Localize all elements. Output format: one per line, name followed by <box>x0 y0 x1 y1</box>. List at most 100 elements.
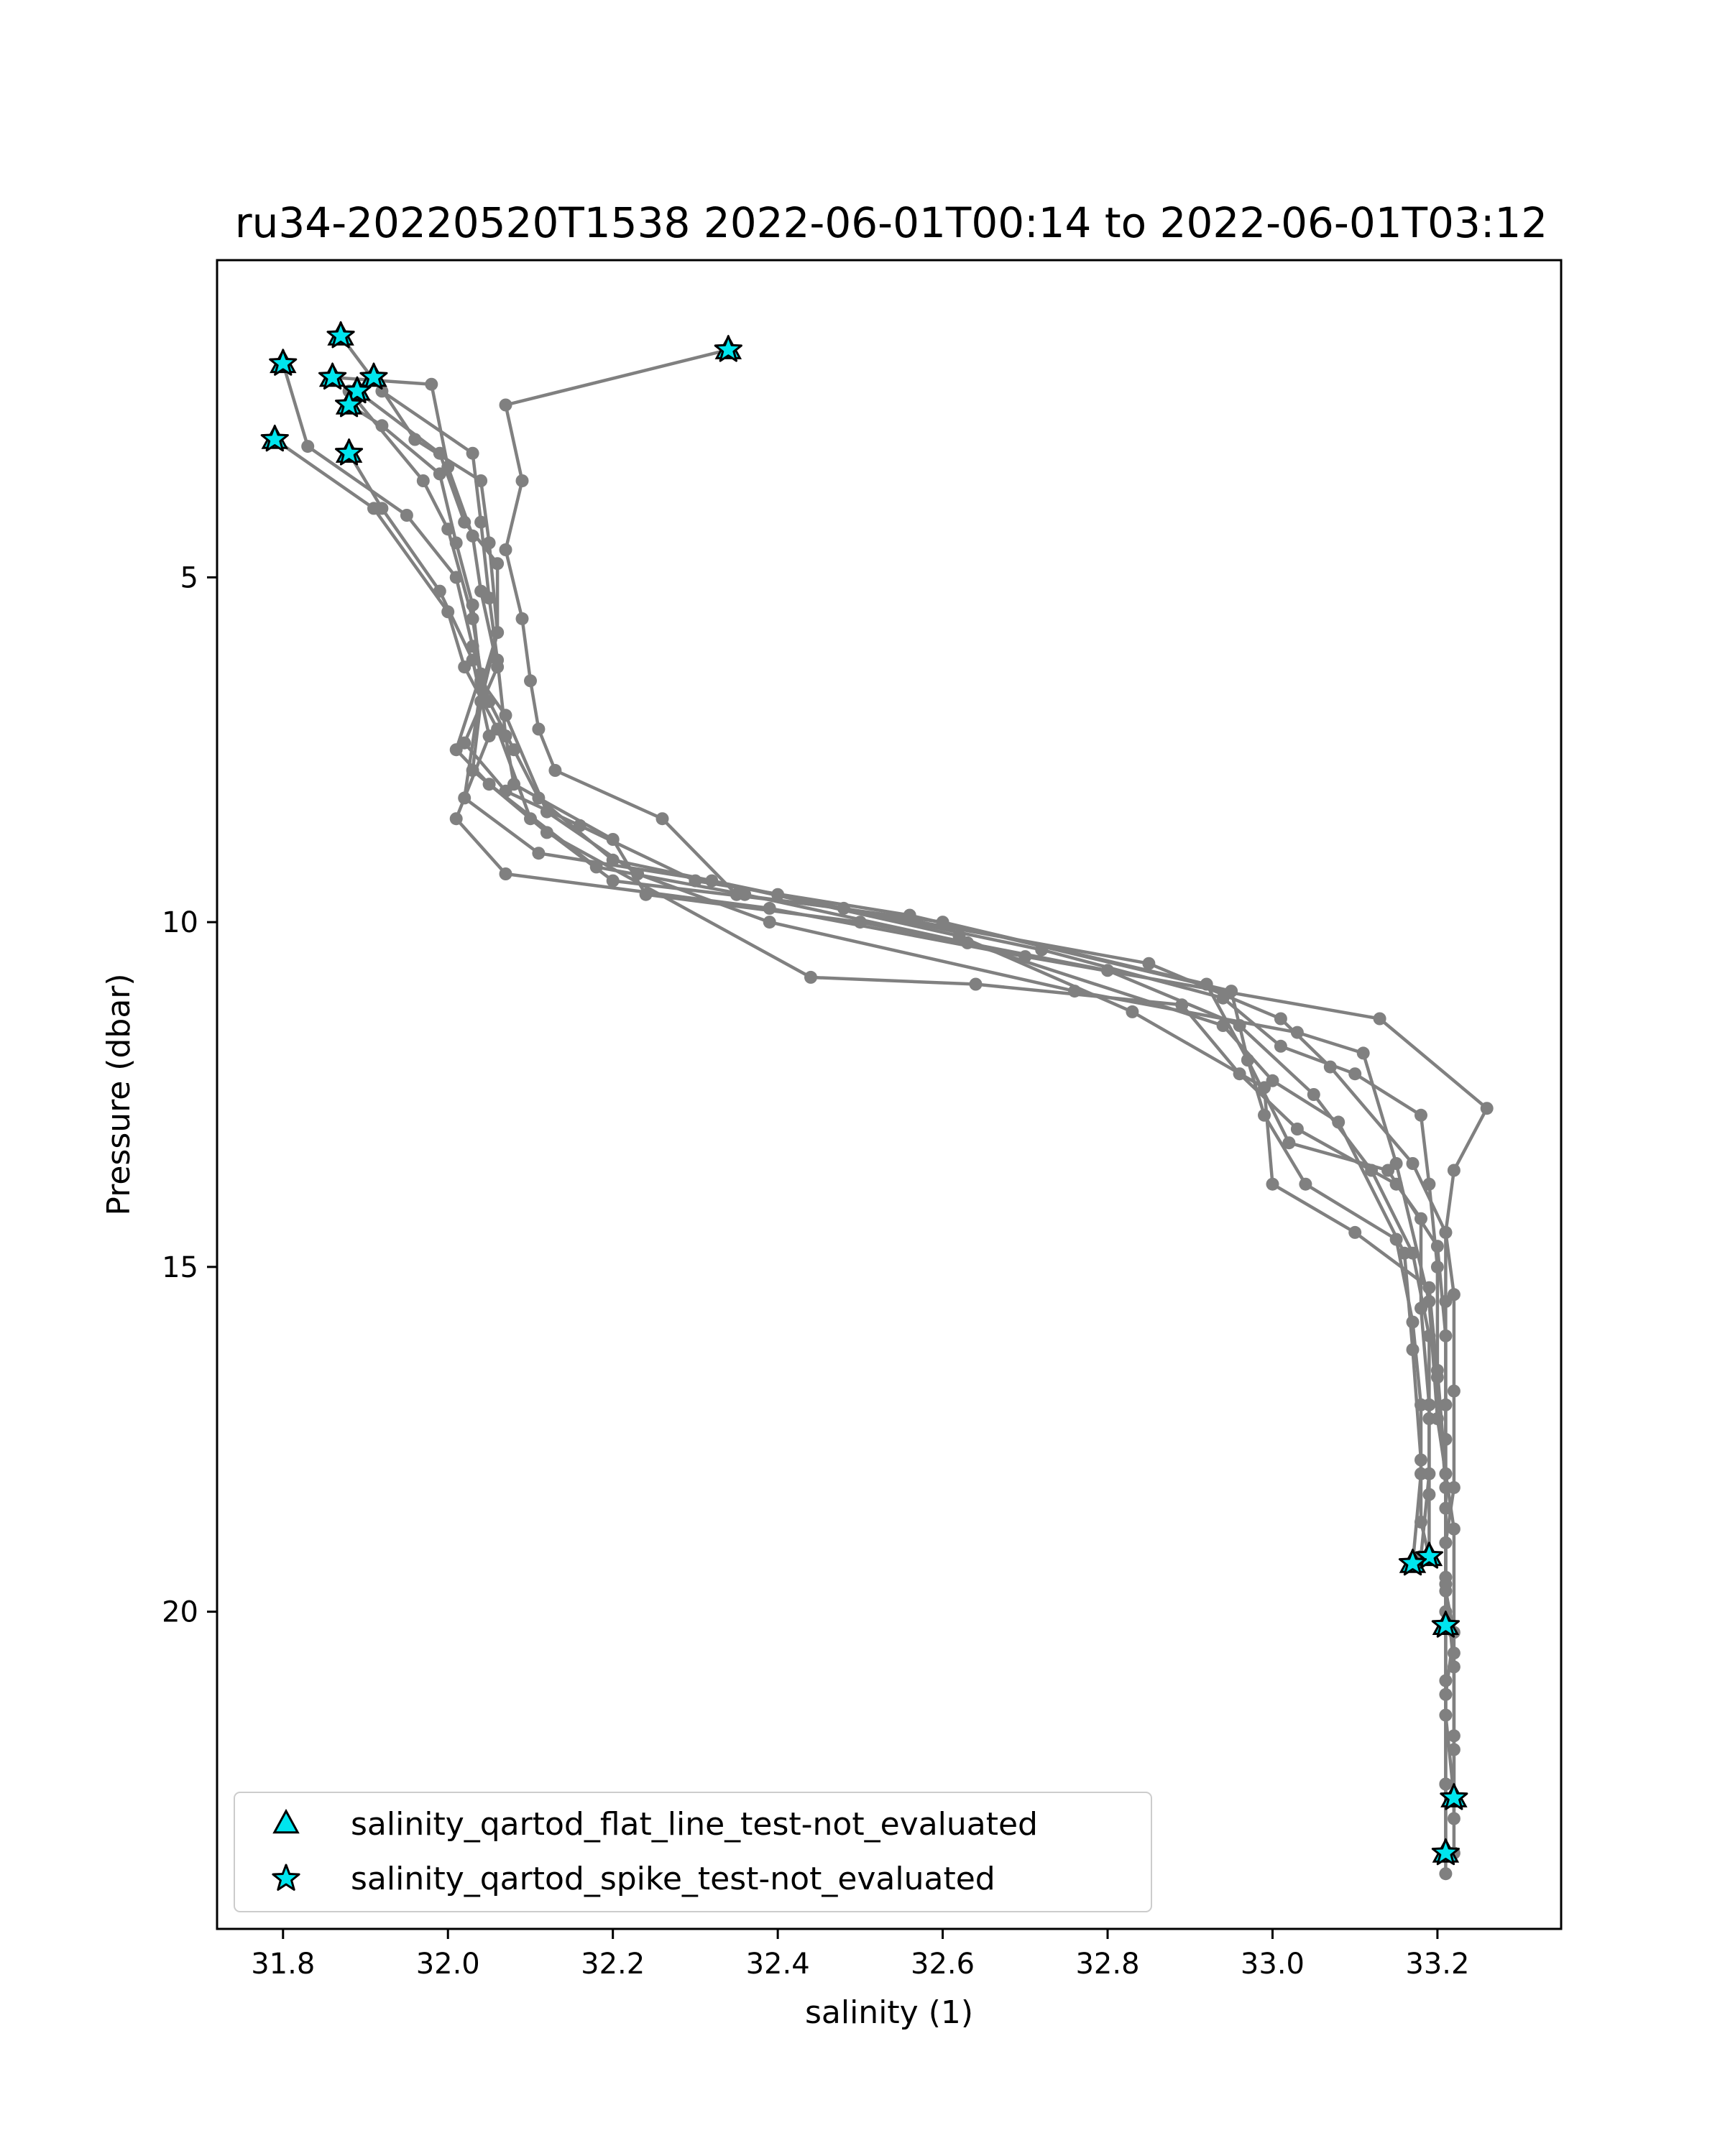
profile-5-point <box>491 660 505 674</box>
profile-2-point <box>1307 1088 1320 1101</box>
profile-9-point <box>433 584 446 598</box>
spike-test-marker <box>359 362 388 390</box>
profile-9-point <box>449 812 463 826</box>
profile-5-point <box>425 377 438 391</box>
profile-6-point <box>1348 1225 1362 1239</box>
profile-9-point <box>1447 1384 1460 1398</box>
profile-3-point <box>1348 1067 1362 1081</box>
profile-10-point <box>466 612 479 625</box>
profile-6-point <box>482 536 496 550</box>
x-tick-label: 33.0 <box>1241 1948 1305 1981</box>
profile-10-point <box>1266 1074 1279 1087</box>
spike-test-marker <box>1398 1549 1427 1576</box>
legend: salinity_qartod_flat_line_test-not_evalu… <box>234 1792 1152 1912</box>
profile-1-point <box>499 398 512 412</box>
spike-test-marker <box>714 335 742 362</box>
profile-line-6 <box>372 376 1456 1853</box>
spike-test-marker <box>326 321 355 349</box>
profile-8-point <box>1175 998 1189 1012</box>
legend-triangle-marker <box>272 1808 300 1834</box>
x-tick-label: 33.2 <box>1405 1948 1469 1981</box>
profile-7-point <box>1430 1412 1444 1425</box>
profile-1-point <box>499 543 512 556</box>
profile-9-point <box>1439 1225 1453 1239</box>
profiles-layer <box>268 329 1494 1881</box>
profile-10-point <box>482 778 496 791</box>
x-tick-label: 32.0 <box>416 1948 480 1981</box>
spike-test-marker <box>260 425 289 452</box>
profile-7-point <box>433 467 446 481</box>
spike-test-marker <box>318 362 347 390</box>
profile-8-point <box>1290 1123 1304 1135</box>
profile-1-point <box>515 612 529 625</box>
y-tick-label: 20 <box>162 1596 198 1629</box>
profile-line-2 <box>339 335 1431 1557</box>
x-tick-label: 32.8 <box>1075 1948 1139 1981</box>
profile-line-8 <box>356 390 1431 1557</box>
profile-6-point <box>532 847 546 860</box>
profile-8-point <box>491 557 505 571</box>
profile-7-point <box>1447 1812 1460 1825</box>
profile-1-point <box>532 722 546 736</box>
profile-3-point <box>507 743 520 757</box>
x-tick-label: 32.4 <box>746 1948 810 1981</box>
legend-box <box>234 1792 1152 1912</box>
profile-9-point <box>1439 1687 1453 1701</box>
profile-10-point <box>416 474 430 487</box>
profile-3-point <box>301 440 315 453</box>
profile-9-point <box>499 867 512 880</box>
profile-10-point <box>441 522 455 536</box>
profile-9-point <box>763 901 776 915</box>
profile-line-5 <box>332 375 1448 1853</box>
profile-4-point <box>1406 1157 1420 1170</box>
profile-5-point <box>474 584 488 598</box>
spike-markers-layer <box>260 321 1468 1866</box>
spike-test-marker <box>1431 1838 1460 1866</box>
profile-5-point <box>1430 1240 1444 1253</box>
profile-8-point <box>1422 1467 1436 1480</box>
flat-line-markers-layer <box>261 321 1468 1863</box>
profile-10-point <box>1332 1115 1346 1129</box>
profile-3-point <box>1274 1039 1287 1053</box>
profile-8-point <box>1389 1177 1403 1191</box>
chart-title: ru34-20220520T1538 2022-06-01T00:14 to 2… <box>235 198 1547 247</box>
profile-8-point <box>1414 1212 1427 1225</box>
profile-5-point <box>466 529 479 543</box>
profile-8-point <box>1414 1302 1427 1315</box>
spike-test-marker <box>335 438 364 466</box>
profile-9-point <box>482 729 496 743</box>
profile-8-point <box>1233 1067 1246 1081</box>
profile-9-point <box>1480 1102 1494 1115</box>
x-tick-label: 32.6 <box>911 1948 975 1981</box>
y-axis-label: Pressure (dbar) <box>101 973 137 1215</box>
profile-7-point <box>1290 1026 1304 1039</box>
profile-9-point <box>1439 1777 1453 1791</box>
profile-10-point <box>1406 1343 1420 1356</box>
profile-line-10 <box>347 390 1431 1557</box>
profile-6-point <box>1266 1177 1279 1191</box>
profile-2-point <box>474 515 488 529</box>
profile-8-point <box>433 446 446 460</box>
profile-10-point <box>449 743 463 757</box>
profile-10-point <box>961 936 974 949</box>
profile-10-point <box>1414 1515 1427 1529</box>
profile-9-point <box>1373 1012 1386 1026</box>
profile-5-point <box>1439 1329 1453 1342</box>
legend-label: salinity_qartod_spike_test-not_evaluated <box>351 1861 995 1897</box>
profile-8-point <box>491 626 505 640</box>
profile-10-point <box>738 888 752 901</box>
profile-10-point <box>1216 1019 1230 1032</box>
spike-test-marker <box>269 349 298 376</box>
x-axis-ticks: 31.8 32.0 32.2 32.4 32.6 32.8 33.0 33.2 <box>251 1929 1469 1981</box>
profile-7-point <box>763 916 776 929</box>
profile-4-point <box>1323 1060 1337 1074</box>
profile-4-point <box>606 874 620 888</box>
profile-1-point <box>548 764 562 777</box>
profile-7-point <box>499 709 512 722</box>
profile-1-point <box>515 474 529 487</box>
profile-1-point <box>1406 1315 1420 1329</box>
profile-5-point <box>573 819 586 832</box>
profile-10-point <box>1414 1453 1427 1467</box>
profile-4-point <box>1142 957 1156 970</box>
profile-3-point <box>1414 1108 1427 1122</box>
